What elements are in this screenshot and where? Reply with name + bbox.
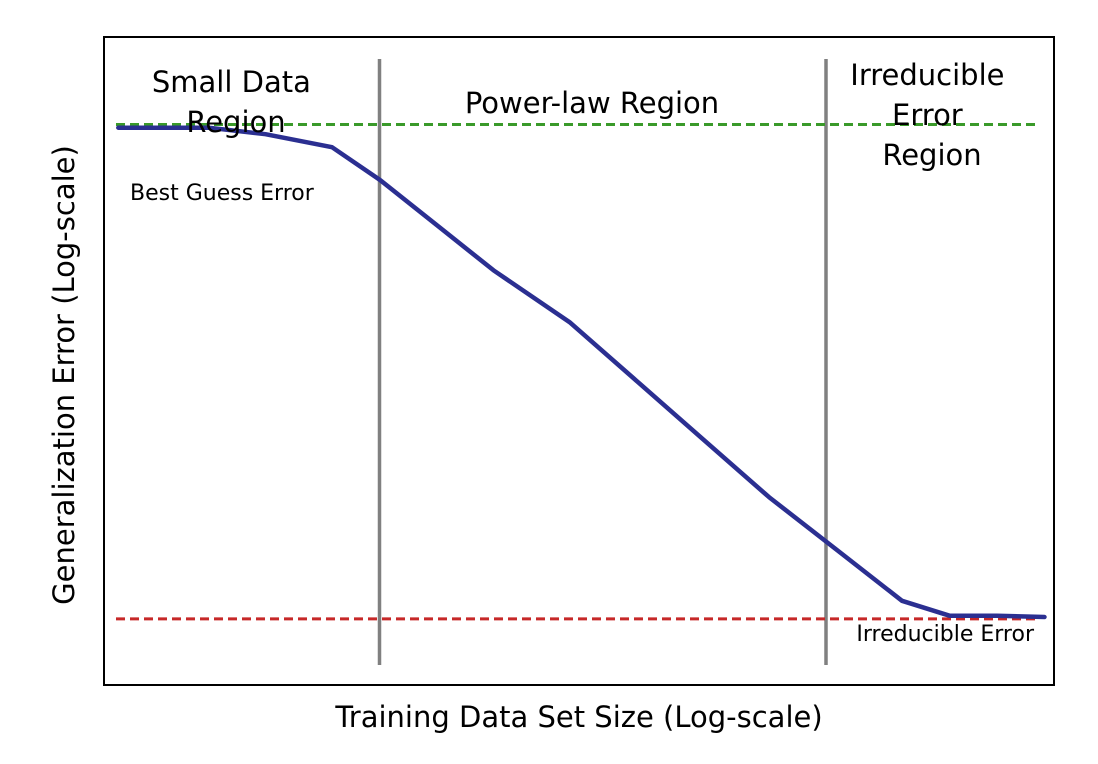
region-boundaries	[377, 59, 828, 665]
series-group	[116, 125, 1047, 620]
x-axis-label: Training Data Set Size (Log-scale)	[334, 700, 822, 734]
region-label-small-data-line-1: Small Data	[152, 65, 311, 99]
region-label-irreducible-line-1: Irreducible	[850, 58, 1004, 92]
region-label-irreducible-line-3: Region	[882, 138, 981, 172]
series-line-1	[116, 125, 1047, 620]
region-label-power-law: Power-law Region	[465, 86, 719, 120]
region-label-irreducible: Irreducible Error Region	[850, 58, 1013, 172]
best-guess-error-label: Best Guess Error	[130, 181, 315, 206]
plot-frame	[103, 36, 1055, 686]
y-axis-label: Generalization Error (Log-scale)	[47, 145, 81, 605]
region-label-power-law-line-1: Power-law Region	[465, 86, 719, 120]
region-label-small-data: Small Data Region	[152, 65, 320, 139]
region-label-irreducible-line-2: Error	[892, 98, 963, 132]
region-label-small-data-line-2: Region	[186, 105, 285, 139]
irreducible-error-label: Irreducible Error	[856, 622, 1035, 647]
